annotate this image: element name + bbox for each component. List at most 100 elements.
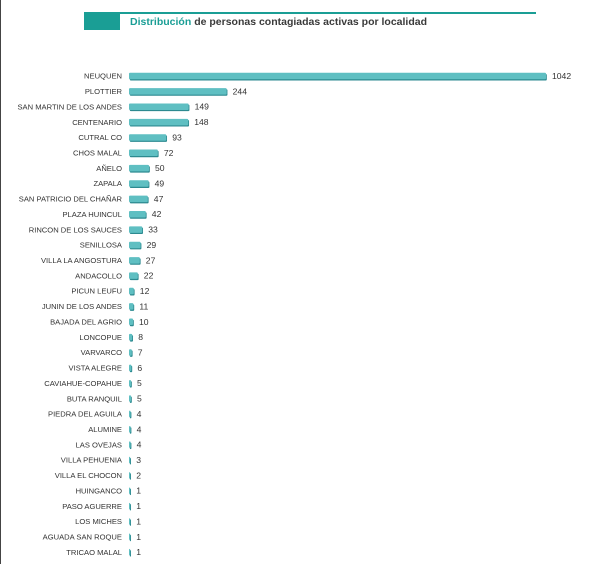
bar xyxy=(129,502,131,510)
chart-title-highlight: Distribución xyxy=(130,16,192,28)
bar xyxy=(129,548,131,556)
value-label: 47 xyxy=(154,194,164,204)
category-label: JUNIN DE LOS ANDES xyxy=(42,302,122,311)
category-label: HUINGANCO xyxy=(76,486,123,495)
value-label: 4 xyxy=(137,424,142,434)
value-label: 3 xyxy=(136,455,141,465)
value-label: 2 xyxy=(136,470,141,480)
bar xyxy=(129,379,132,387)
category-label: ANDACOLLO xyxy=(75,271,122,280)
value-label: 244 xyxy=(233,86,248,96)
bar xyxy=(129,195,148,203)
category-label: VILLA PEHUENIA xyxy=(61,456,123,465)
bar xyxy=(129,410,131,418)
chart-title: Distribución de personas contagiadas act… xyxy=(130,16,427,28)
category-label: CAVIAHUE-COPAHUE xyxy=(44,379,122,388)
category-label: NEUQUEN xyxy=(84,72,122,81)
category-label: PLAZA HUINCUL xyxy=(62,210,122,219)
value-label: 12 xyxy=(140,286,150,296)
category-label: CENTENARIO xyxy=(72,118,122,127)
value-label: 1 xyxy=(136,501,141,511)
category-label: RINCON DE LOS SAUCES xyxy=(29,225,122,234)
category-label: PLOTTIER xyxy=(85,87,123,96)
chart-title-rest: de personas contagiadas activas por loca… xyxy=(194,16,428,28)
value-label: 10 xyxy=(139,317,149,327)
value-label: 1 xyxy=(136,486,141,496)
chart-title-bar: Distribución de personas contagiadas act… xyxy=(84,12,536,32)
value-label: 148 xyxy=(194,117,209,127)
value-label: 93 xyxy=(172,132,182,142)
bar xyxy=(129,118,189,126)
bar xyxy=(129,72,546,80)
category-label: AÑELO xyxy=(96,164,122,173)
bar xyxy=(129,210,146,218)
value-label: 1042 xyxy=(552,71,571,81)
category-label: ALUMINE xyxy=(88,425,122,434)
bar xyxy=(129,472,131,479)
bar xyxy=(129,226,143,233)
value-label: 50 xyxy=(155,163,165,173)
bar xyxy=(129,164,150,172)
value-label: 29 xyxy=(147,240,157,250)
bar xyxy=(129,318,134,326)
category-label: ZAPALA xyxy=(93,179,122,188)
value-label: 4 xyxy=(137,409,142,419)
category-label: SAN MARTIN DE LOS ANDES xyxy=(17,102,122,111)
bar xyxy=(129,456,131,464)
value-label: 1 xyxy=(136,547,141,557)
bar xyxy=(129,426,131,433)
value-label: 1 xyxy=(136,516,141,526)
bar xyxy=(129,272,138,279)
category-label: SENILLOSA xyxy=(80,241,123,250)
value-label: 4 xyxy=(137,440,142,450)
category-label: TRICAO MALAL xyxy=(66,548,122,557)
value-label: 33 xyxy=(148,225,158,235)
category-label: BUTA RANQUIL xyxy=(67,394,122,403)
category-label: VILLA LA ANGOSTURA xyxy=(41,256,123,265)
bar xyxy=(129,395,132,402)
category-label: PASO AGUERRE xyxy=(62,502,122,511)
bar xyxy=(129,103,189,110)
bar xyxy=(129,180,149,187)
bar xyxy=(129,303,134,310)
category-label: LAS OVEJAS xyxy=(76,440,122,449)
title-accent-line xyxy=(120,12,536,14)
value-label: 5 xyxy=(137,394,142,404)
value-label: 72 xyxy=(164,148,174,158)
title-accent-swatch xyxy=(84,12,120,30)
category-label: AGUADA SAN ROQUE xyxy=(43,533,122,542)
category-label: VILLA EL CHOCON xyxy=(55,471,122,480)
value-label: 1 xyxy=(136,532,141,542)
bar xyxy=(129,88,227,95)
category-label: PICUN LEUFU xyxy=(71,287,122,296)
bar xyxy=(129,533,131,541)
bar xyxy=(129,241,141,249)
value-label: 5 xyxy=(137,378,142,388)
bar xyxy=(129,333,133,341)
bar xyxy=(129,134,167,141)
value-label: 7 xyxy=(138,347,143,357)
page-left-rule xyxy=(0,0,1,564)
bar xyxy=(129,349,132,356)
category-label: LONCOPUE xyxy=(79,333,122,342)
value-label: 6 xyxy=(137,363,142,373)
category-label: LOS MICHES xyxy=(75,517,122,526)
category-label: CHOS MALAL xyxy=(73,149,122,158)
category-label: VARVARCO xyxy=(81,348,122,357)
value-label: 49 xyxy=(155,179,165,189)
value-label: 8 xyxy=(138,332,143,342)
category-label: VISTA ALEGRE xyxy=(69,364,122,373)
bar xyxy=(129,518,131,525)
value-label: 27 xyxy=(146,255,156,265)
category-label: SAN PATRICIO DEL CHAÑAR xyxy=(19,195,123,204)
bar xyxy=(129,441,131,448)
value-label: 11 xyxy=(139,301,148,311)
value-label: 149 xyxy=(195,102,210,112)
bar xyxy=(129,149,158,157)
value-label: 42 xyxy=(152,209,162,219)
bar xyxy=(129,487,131,494)
bar xyxy=(129,257,140,264)
category-label: PIEDRA DEL AGUILA xyxy=(48,410,123,419)
value-label: 22 xyxy=(144,271,154,281)
category-label: CUTRAL CO xyxy=(78,133,122,142)
